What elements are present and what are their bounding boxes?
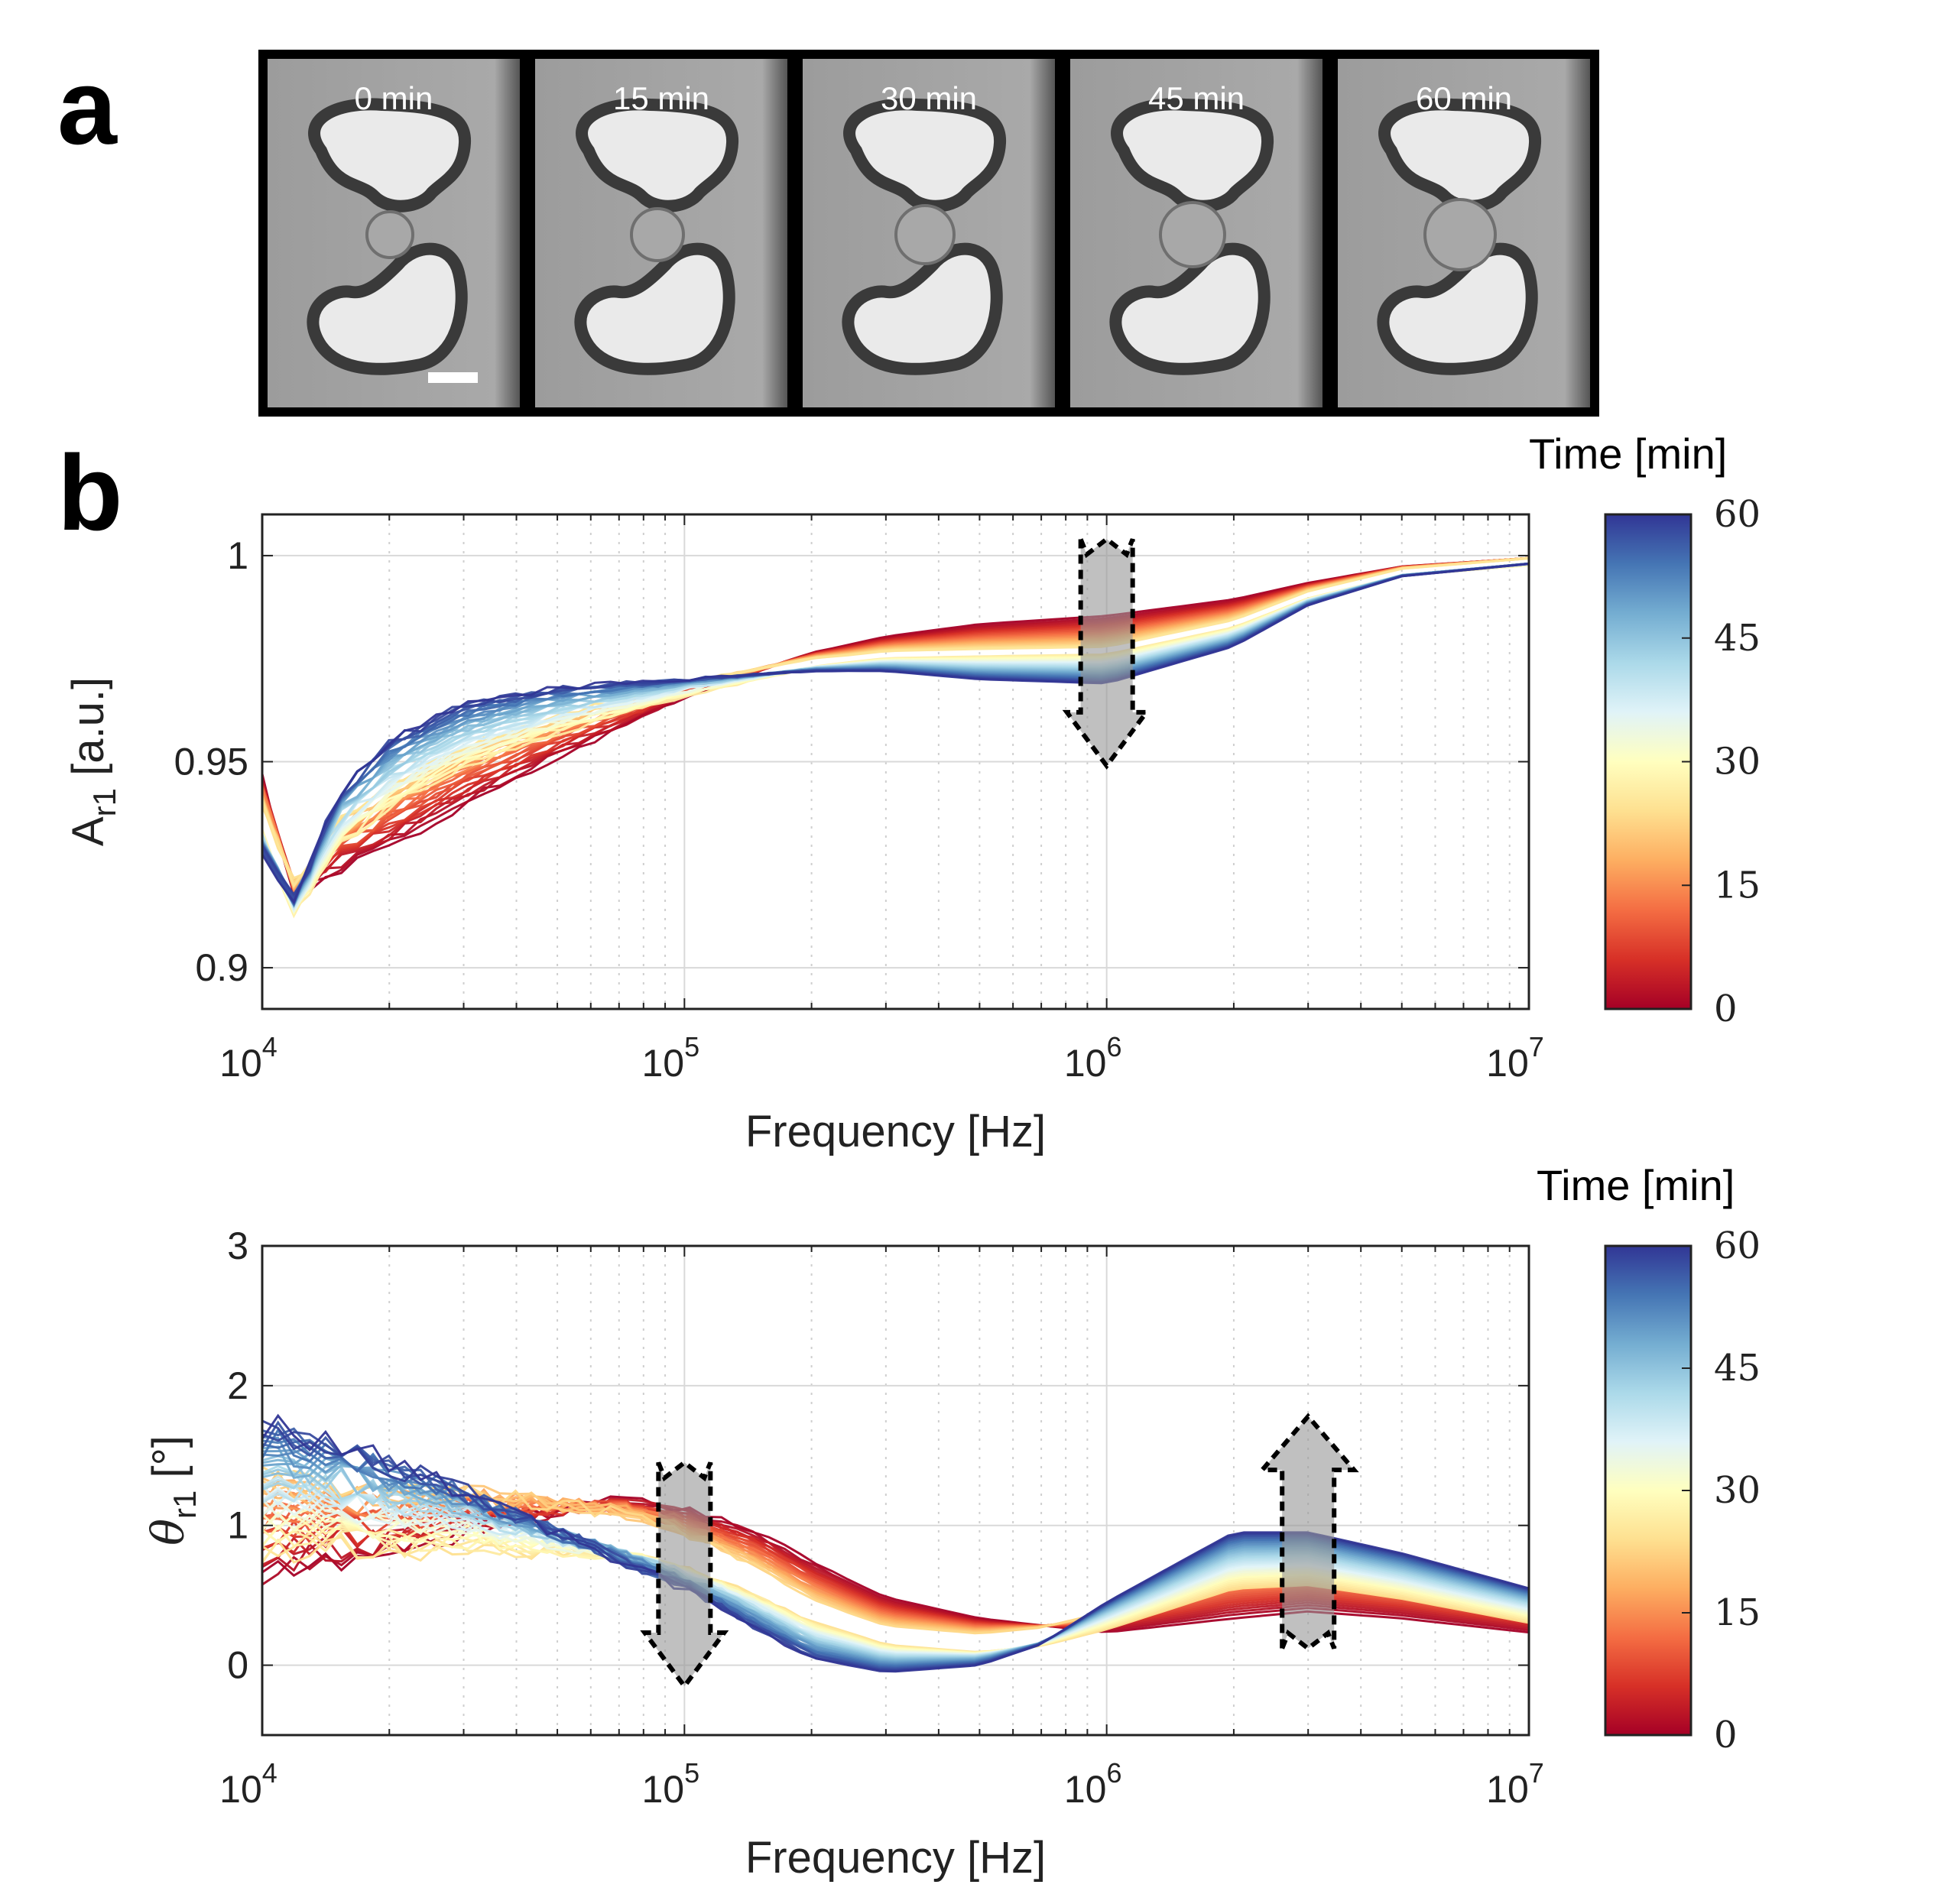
y-tick-label: 1 — [227, 1504, 248, 1547]
colorbar-tick-label: 0 — [1714, 1714, 1738, 1756]
cell-shape — [576, 98, 739, 212]
micrograph-frame: 0 min — [268, 59, 520, 407]
axes-box — [261, 1244, 1530, 1737]
x-tick-label: 105 — [642, 1757, 700, 1811]
colorbar-tick-label: 30 — [1714, 1469, 1761, 1512]
phase-chart: 104 105 106 107 0 1 2 3 Frequency [Hz] θr1 [°] 0 15… — [142, 1161, 1761, 1883]
colorbar-tick-label: 45 — [1714, 1347, 1761, 1390]
colorbar-tick-label: 45 — [1714, 617, 1761, 660]
colorbar — [1604, 1244, 1692, 1737]
particle — [365, 210, 414, 259]
panel-label-a: a — [57, 47, 117, 167]
frame-time-label: 15 min — [612, 80, 710, 116]
y-axis-label: Ar1 [a.u.] — [63, 677, 122, 846]
x-tick-label: 105 — [642, 1031, 700, 1085]
x-tick-label: 104 — [219, 1031, 277, 1085]
micrograph-image — [1070, 59, 1323, 407]
colorbar-tick-label: 15 — [1714, 864, 1761, 907]
frame-time-label: 60 min — [1415, 80, 1513, 116]
frame-time-label: 45 min — [1147, 80, 1245, 116]
cell-shape — [842, 242, 1003, 375]
cell-shape — [1109, 242, 1271, 375]
trend-arrow — [1062, 536, 1151, 770]
y-tick-label: 1 — [227, 534, 248, 577]
particle — [1159, 201, 1226, 268]
series-line — [262, 563, 1529, 905]
cell-shape — [308, 98, 472, 212]
trend-arrow — [640, 1459, 729, 1691]
colorbar-title: Time [min] — [1537, 1161, 1735, 1209]
frame-time-label: 30 min — [880, 80, 978, 116]
scale-bar — [428, 372, 478, 383]
colorbar — [1604, 513, 1692, 1010]
micrograph-image — [535, 59, 787, 407]
colorbar-tick-label: 30 — [1714, 741, 1761, 783]
micrograph-image — [268, 59, 520, 407]
cell-shape — [574, 242, 735, 375]
x-tick-label: 104 — [219, 1757, 277, 1811]
x-tick-label: 107 — [1486, 1031, 1544, 1085]
x-tick-label: 107 — [1486, 1757, 1544, 1811]
micrograph-frame: 60 min — [1338, 59, 1590, 407]
particle — [630, 207, 685, 262]
trend-arrow — [1257, 1413, 1359, 1652]
cell-shape — [1378, 98, 1542, 212]
x-tick-label: 106 — [1064, 1031, 1122, 1085]
series-line — [262, 562, 1529, 903]
micrograph-image — [1338, 59, 1590, 407]
colorbar-tick-label: 15 — [1714, 1591, 1761, 1634]
x-axis-label: Frequency [Hz] — [745, 1107, 1046, 1156]
amplitude-chart: 104 105 106 107 0.9 0.95 1 Frequency [Hz] Ar1 [a… — [63, 430, 1761, 1156]
micrograph-frame: 15 min — [535, 59, 787, 407]
cell-shape — [1111, 98, 1274, 212]
colorbar-title: Time [min] — [1529, 430, 1727, 478]
micrograph-strip: 0 min 15 min 30 min 45 min 60 min — [258, 50, 1599, 417]
y-tick-label: 0 — [227, 1644, 248, 1687]
colorbar-tick-label: 60 — [1714, 493, 1761, 536]
particle — [1423, 198, 1497, 271]
frame-time-label: 0 min — [354, 80, 433, 116]
x-axis-label: Frequency [Hz] — [745, 1833, 1046, 1883]
y-tick-label: 2 — [227, 1364, 248, 1407]
cell-shape — [843, 98, 1007, 212]
micrograph-image — [803, 59, 1055, 407]
panel-label-b: b — [57, 433, 123, 553]
colorbar-tick-label: 0 — [1714, 988, 1738, 1030]
cell-shape — [307, 242, 468, 375]
micrograph-frame: 45 min — [1070, 59, 1323, 407]
y-axis-label: θr1 [°] — [142, 1435, 203, 1546]
y-tick-label: 0.95 — [174, 741, 248, 783]
cell-shape — [1377, 242, 1538, 375]
particle — [894, 204, 956, 265]
micrograph-frame: 30 min — [803, 59, 1055, 407]
x-tick-label: 106 — [1064, 1757, 1122, 1811]
series-line — [262, 563, 1529, 906]
y-tick-label: 0.9 — [195, 946, 248, 989]
y-tick-label: 3 — [227, 1224, 248, 1267]
colorbar-tick-label: 60 — [1714, 1224, 1761, 1267]
series-line — [262, 562, 1529, 909]
